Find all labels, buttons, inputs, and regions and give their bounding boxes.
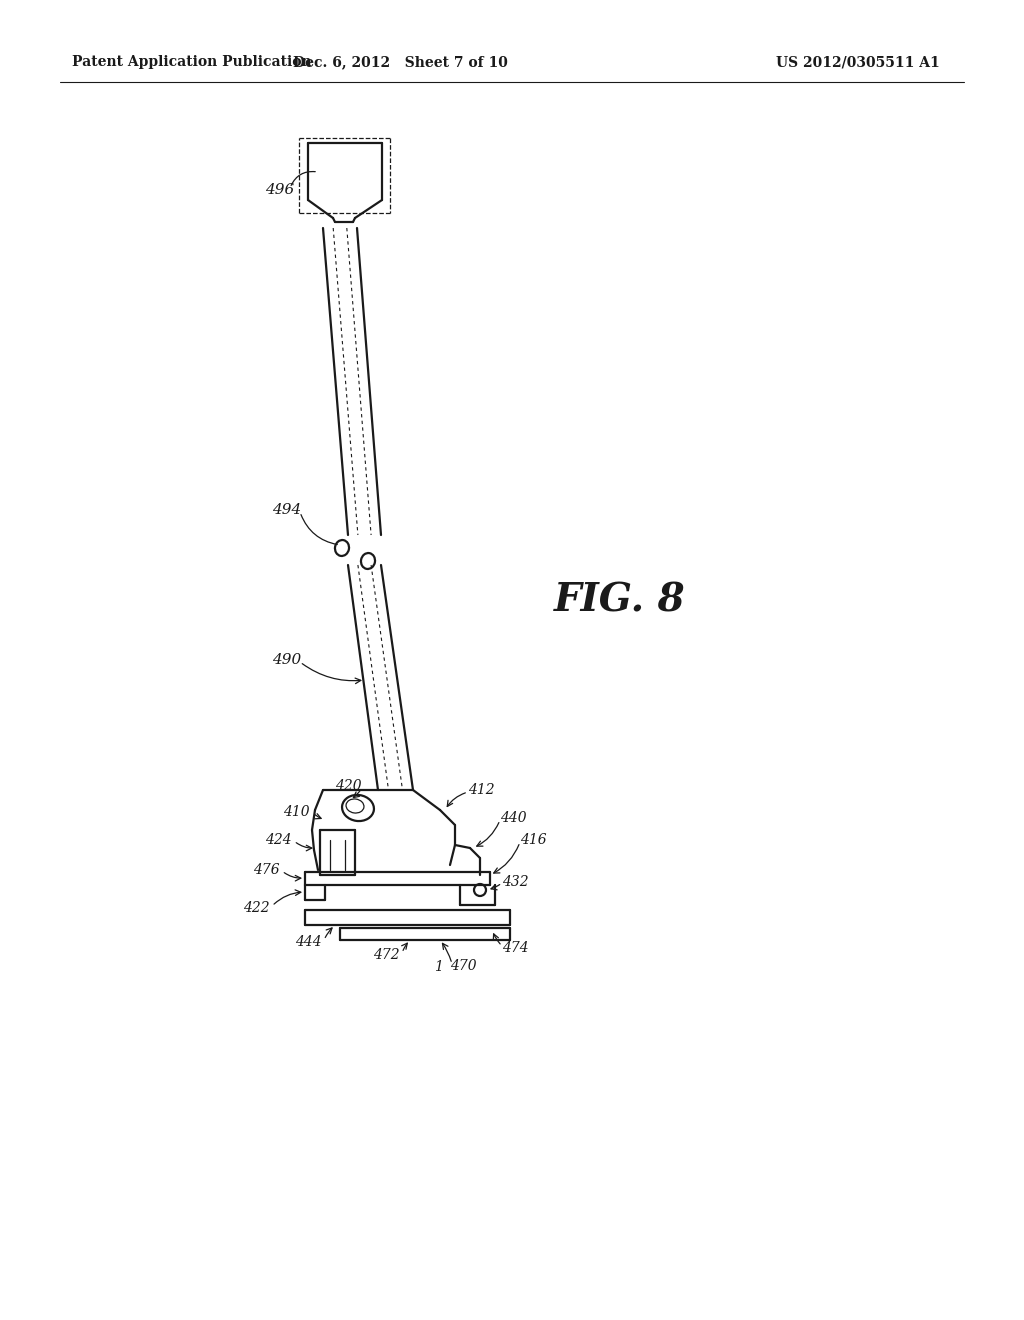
Text: 474: 474 bbox=[502, 941, 528, 954]
Text: 494: 494 bbox=[272, 503, 301, 517]
Text: FIG. 8: FIG. 8 bbox=[554, 581, 686, 619]
Text: 416: 416 bbox=[520, 833, 547, 847]
Text: 490: 490 bbox=[272, 653, 301, 667]
Text: 422: 422 bbox=[244, 902, 270, 915]
Text: 424: 424 bbox=[265, 833, 292, 847]
Text: 440: 440 bbox=[500, 810, 526, 825]
Text: 412: 412 bbox=[468, 783, 495, 797]
Text: 496: 496 bbox=[265, 183, 294, 197]
Text: Patent Application Publication: Patent Application Publication bbox=[72, 55, 311, 69]
Text: US 2012/0305511 A1: US 2012/0305511 A1 bbox=[776, 55, 940, 69]
Text: 432: 432 bbox=[502, 875, 528, 888]
Text: 410: 410 bbox=[284, 805, 310, 818]
Text: 476: 476 bbox=[253, 863, 280, 876]
Text: 420: 420 bbox=[336, 779, 362, 793]
Text: 1: 1 bbox=[433, 960, 442, 974]
Text: 472: 472 bbox=[374, 948, 400, 962]
Text: Dec. 6, 2012   Sheet 7 of 10: Dec. 6, 2012 Sheet 7 of 10 bbox=[293, 55, 508, 69]
Text: 444: 444 bbox=[295, 935, 322, 949]
Text: 470: 470 bbox=[450, 960, 476, 973]
